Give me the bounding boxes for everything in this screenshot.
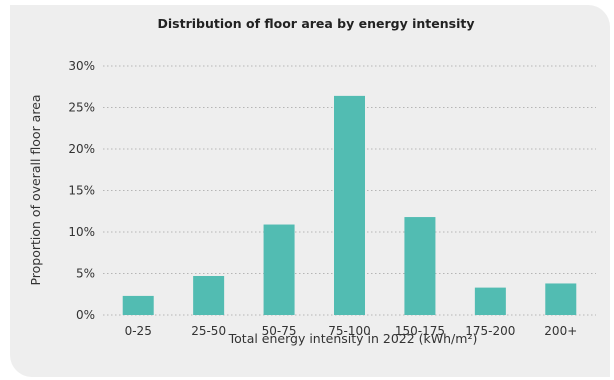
- y-tick-label: 0%: [76, 308, 95, 322]
- x-tick-labels: 0-25 25-50 50-75 75-100 150-175 175-200 200+: [125, 324, 578, 338]
- x-tick-label: 175-200: [465, 324, 515, 338]
- x-tick-label: 25-50: [191, 324, 226, 338]
- x-tick-label: 0-25: [125, 324, 152, 338]
- bar-150-175: [404, 217, 436, 315]
- x-tick-label: 75-100: [328, 324, 371, 338]
- chart-title: Distribution of floor area by energy int…: [157, 16, 475, 31]
- y-tick-label: 30%: [68, 59, 95, 73]
- x-tick-label: 150-175: [395, 324, 445, 338]
- bar-0-25: [122, 295, 154, 315]
- y-tick-label: 5%: [76, 267, 95, 281]
- x-tick-label: 50-75: [262, 324, 297, 338]
- bar-200+: [545, 283, 577, 315]
- bars: [122, 95, 577, 315]
- y-axis-label: Proportion of overall floor area: [28, 94, 43, 285]
- bar-25-50: [193, 275, 225, 315]
- x-axis-label: Total energy intensity in 2022 (kWh/m²): [228, 331, 478, 346]
- bar-175-200: [474, 287, 506, 315]
- bar-75-100: [334, 95, 365, 315]
- y-tick-labels: 0% 5% 10% 15% 20% 25% 30%: [68, 59, 95, 322]
- y-tick-label: 20%: [68, 142, 95, 156]
- chart-card: [10, 5, 610, 377]
- bar-50-75: [263, 224, 295, 315]
- y-tick-label: 15%: [68, 184, 95, 198]
- x-tick-label: 200+: [544, 324, 577, 338]
- y-tick-label: 10%: [68, 225, 95, 239]
- y-tick-label: 25%: [68, 101, 95, 115]
